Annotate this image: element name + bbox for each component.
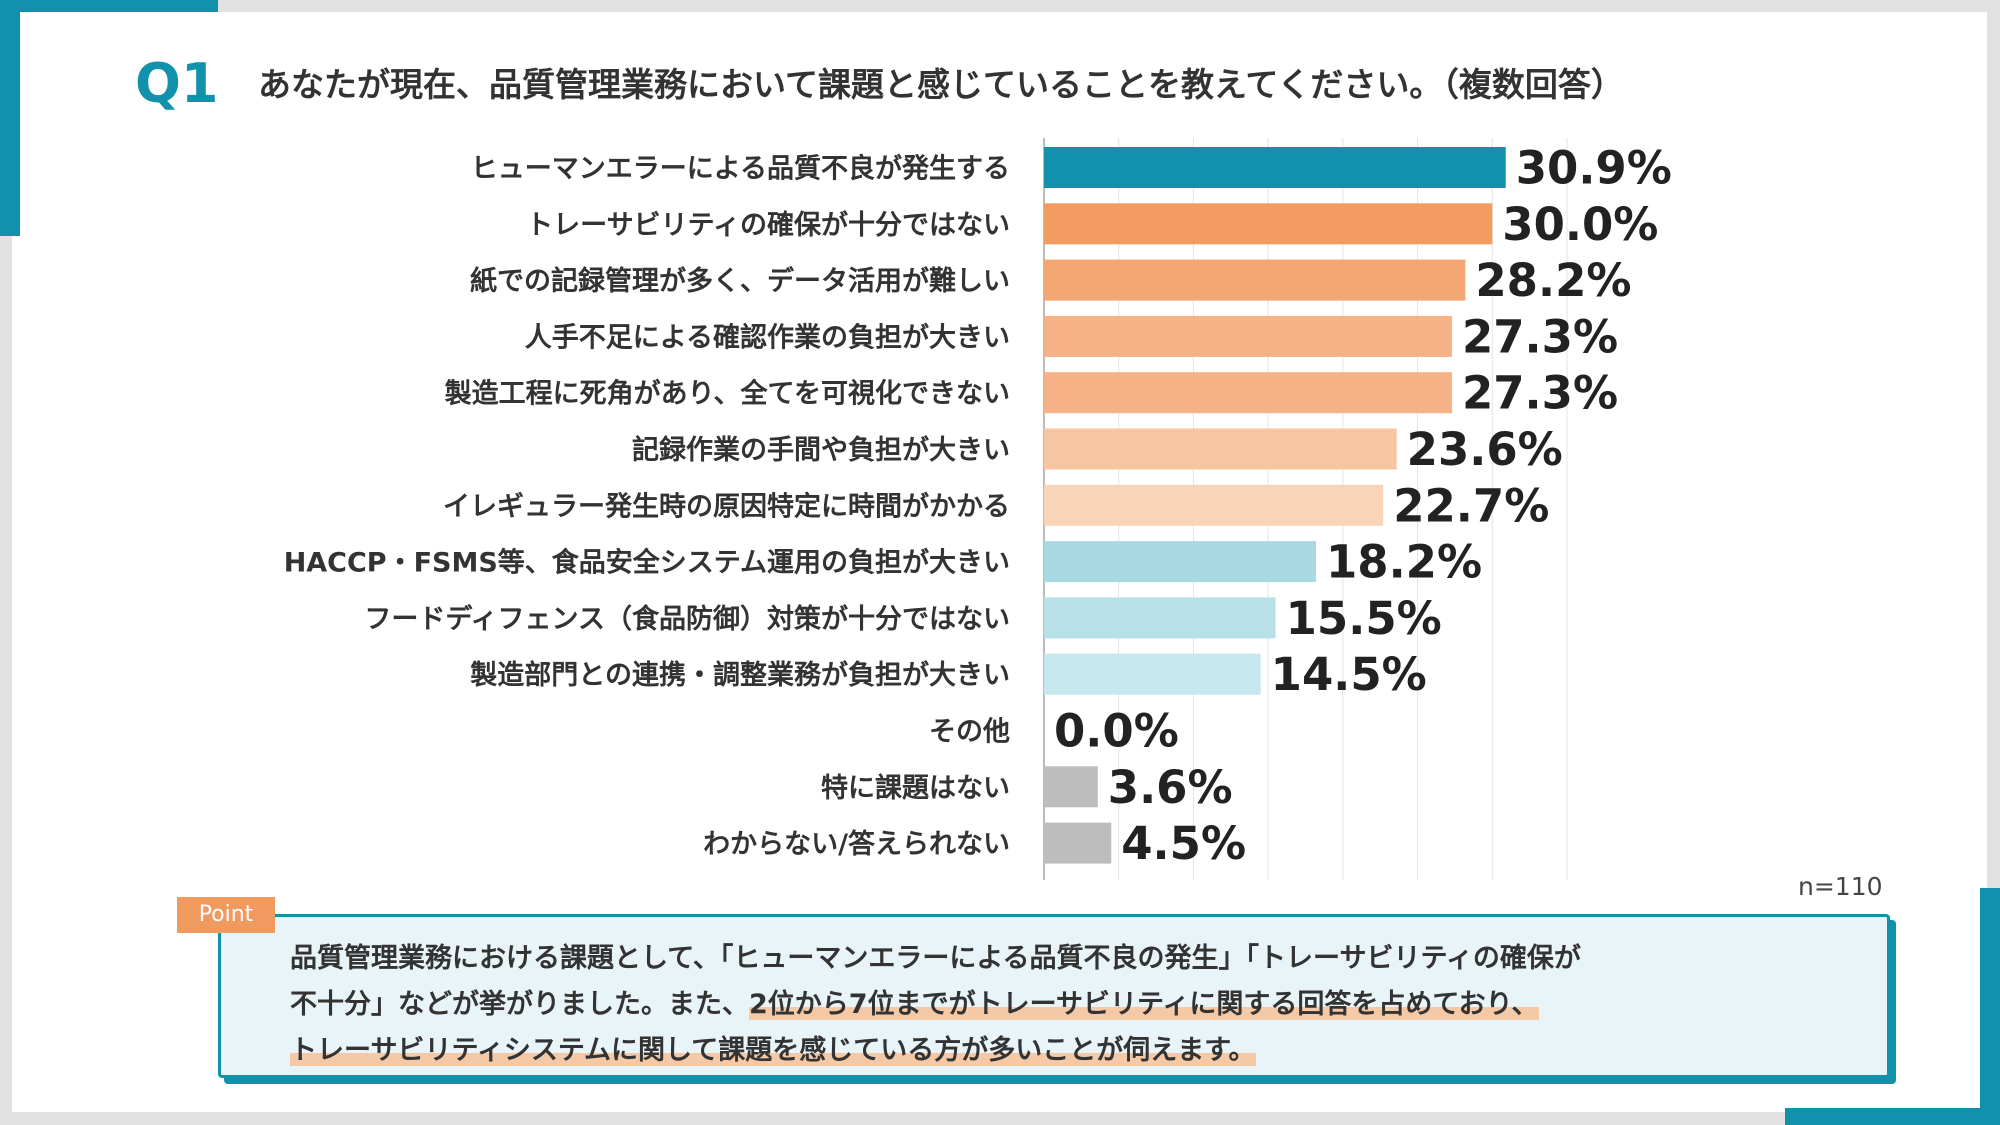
bar xyxy=(1044,484,1384,526)
bar xyxy=(1044,541,1316,583)
value-label: 30.0% xyxy=(1502,198,1658,251)
value-label: 15.5% xyxy=(1286,592,1442,645)
value-label: 0.0% xyxy=(1054,705,1179,758)
category-label: 製造工程に死角があり、全てを可視化できない xyxy=(445,378,1010,410)
point-tag: Point xyxy=(177,897,275,933)
value-label: 27.3% xyxy=(1462,310,1618,363)
bar xyxy=(1044,315,1452,357)
sample-size: n=110 xyxy=(1798,872,1883,901)
point-line-2: 不十分」などが挙がりました。また、2位から7位までがトレーサビリティに関する回答… xyxy=(290,982,1539,1021)
category-label: 人手不足による確認作業の負担が大きい xyxy=(525,321,1010,353)
bar xyxy=(1044,147,1506,188)
category-label: トレーサビリティの確保が十分ではない xyxy=(526,209,1010,241)
category-label: ヒューマンエラーによる品質不良が発生する xyxy=(471,153,1010,185)
category-label: 特に課題はない xyxy=(821,772,1010,804)
bar xyxy=(1044,766,1098,808)
accent-bar-bottom-right xyxy=(1785,1108,2000,1125)
accent-bar-left xyxy=(0,0,20,236)
category-label: 紙での記録管理が多く、データ活用が難しい xyxy=(470,265,1010,297)
value-label: 4.5% xyxy=(1121,817,1246,870)
accent-bar-right xyxy=(1980,888,2000,1125)
value-label: 3.6% xyxy=(1108,761,1233,814)
question-text: あなたが現在、品質管理業務において課題と感じていることを教えてください。（複数回… xyxy=(258,65,1624,104)
point-line-3: トレーサビリティシステムに関して課題を感じている方が多いことが伺えます。 xyxy=(290,1028,1256,1067)
category-label: 記録作業の手間や負担が大きい xyxy=(632,434,1010,466)
point-line-1: 品質管理業務における課題として、「ヒューマンエラーによる品質不良の発生」「トレー… xyxy=(290,943,1581,974)
bar-chart: ヒューマンエラーによる品質不良が発生する 30.9% トレーサビリティの確保が十分で… xyxy=(284,138,1672,880)
bar xyxy=(1044,428,1397,470)
bar xyxy=(1044,372,1452,414)
question-number: Q1 xyxy=(135,52,219,115)
value-label: 27.3% xyxy=(1462,367,1618,420)
chart-bars: ヒューマンエラーによる品質不良が発生する 30.9% トレーサビリティの確保が十分で… xyxy=(284,142,1672,871)
bar xyxy=(1044,259,1466,301)
category-label: その他 xyxy=(929,717,1010,748)
accent-bar-top-left xyxy=(0,0,218,12)
category-label: わからない/答えられない xyxy=(703,828,1010,860)
category-label: イレギュラー発生時の原因特定に時間がかかる xyxy=(443,490,1010,522)
point-line-2-plain: 不十分」などが挙がりました。また、 xyxy=(290,989,749,1020)
category-label: 製造部門との連携・調整業務が負担が大きい xyxy=(470,659,1010,691)
category-label: フードディフェンス（食品防御）対策が十分ではない xyxy=(364,603,1010,635)
value-label: 23.6% xyxy=(1407,423,1563,476)
point-line-3-highlight: トレーサビリティシステムに関して課題を感じている方が多いことが伺えます。 xyxy=(290,1035,1256,1066)
value-label: 18.2% xyxy=(1326,536,1482,589)
bar xyxy=(1044,203,1493,245)
bar xyxy=(1044,653,1261,695)
point-line-2-highlight: 2位から7位までがトレーサビリティに関する回答を占めており、 xyxy=(749,989,1539,1020)
value-label: 14.5% xyxy=(1271,648,1427,701)
bar xyxy=(1044,597,1276,639)
value-label: 22.7% xyxy=(1393,479,1549,532)
category-label: HACCP・FSMS等、食品安全システム運用の負担が大きい xyxy=(284,547,1010,579)
value-label: 28.2% xyxy=(1475,254,1631,307)
value-label: 30.9% xyxy=(1516,142,1672,195)
bar xyxy=(1044,822,1112,864)
